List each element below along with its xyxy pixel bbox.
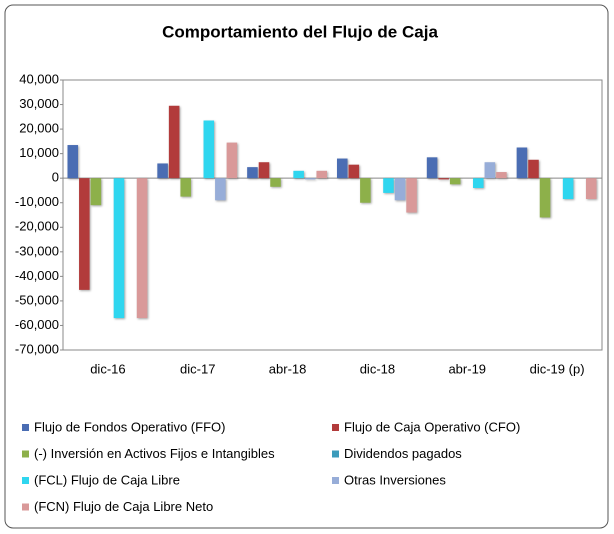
bar — [449, 178, 461, 185]
bar — [383, 178, 394, 193]
y-tick-label: 0 — [52, 170, 59, 185]
bar — [293, 170, 304, 179]
bar — [360, 178, 371, 203]
legend-swatch — [22, 424, 29, 431]
legend-label: Dividendos pagados — [344, 446, 462, 461]
y-tick-label: -20,000 — [15, 219, 59, 234]
bar — [484, 162, 496, 179]
legend-swatch — [332, 424, 339, 431]
legend-swatch — [22, 503, 29, 511]
bar — [136, 178, 148, 319]
legend-swatch — [22, 477, 29, 484]
y-tick-label: -60,000 — [15, 317, 59, 332]
x-tick-label: abr-18 — [269, 361, 307, 376]
bar — [473, 178, 484, 188]
legend-swatch — [22, 450, 29, 458]
bar — [496, 172, 507, 179]
legend-label: (FCL) Flujo de Caja Libre — [34, 472, 180, 487]
legend-swatch — [332, 450, 339, 458]
bar — [394, 178, 406, 201]
bar — [562, 178, 574, 200]
x-tick-label: dic-17 — [180, 361, 215, 376]
chart-title: Comportamiento del Flujo de Caja — [162, 22, 438, 41]
bar — [168, 105, 180, 179]
bar — [215, 178, 226, 201]
bar — [516, 147, 528, 179]
y-tick-label: 10,000 — [19, 145, 59, 160]
bar — [270, 178, 281, 187]
legend-label: Flujo de Fondos Operativo (FFO) — [34, 419, 225, 434]
bar — [426, 157, 438, 179]
bar — [539, 178, 551, 218]
x-tick-label: abr-19 — [448, 361, 486, 376]
bar — [247, 167, 258, 179]
legend-label: Otras Inversiones — [344, 472, 446, 487]
x-tick-label: dic-18 — [360, 361, 395, 376]
bar — [226, 142, 238, 179]
y-tick-label: 20,000 — [19, 121, 59, 136]
bar — [67, 145, 79, 179]
x-tick-label: dic-19 (p) — [530, 361, 585, 376]
y-tick-label: 40,000 — [19, 71, 59, 86]
bar — [90, 178, 102, 206]
bar — [528, 159, 539, 179]
bar — [79, 178, 90, 290]
bar — [113, 178, 125, 319]
bar — [157, 163, 168, 179]
y-tick-label: -40,000 — [15, 268, 59, 283]
bar — [406, 178, 417, 213]
legend-swatch — [332, 477, 339, 484]
y-tick-label: -30,000 — [15, 243, 59, 258]
bar — [438, 178, 449, 180]
bar — [304, 178, 316, 180]
bar — [180, 178, 191, 197]
bar — [585, 178, 597, 200]
bar — [203, 120, 215, 179]
chart-frame — [4, 4, 609, 529]
y-tick-label: 30,000 — [19, 96, 59, 111]
y-tick-label: -10,000 — [15, 194, 59, 209]
y-tick-label: -70,000 — [15, 341, 59, 356]
legend-label: (-) Inversión en Activos Fijos e Intangi… — [34, 446, 275, 461]
legend-label: Flujo de Caja Operativo (CFO) — [344, 419, 520, 434]
plot-frame — [62, 79, 603, 351]
bar — [258, 162, 270, 179]
bar — [348, 164, 360, 179]
y-tick-label: -50,000 — [15, 292, 59, 307]
bar — [316, 170, 328, 179]
x-tick-label: dic-16 — [90, 361, 125, 376]
bar — [336, 158, 348, 179]
legend-label: (FCN) Flujo de Caja Libre Neto — [34, 499, 213, 514]
